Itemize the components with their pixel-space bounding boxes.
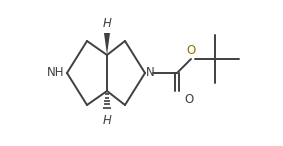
Text: O: O — [184, 93, 193, 106]
Text: H: H — [102, 114, 112, 127]
Text: O: O — [186, 44, 196, 57]
Text: N: N — [146, 66, 155, 80]
Polygon shape — [104, 33, 110, 55]
Text: NH: NH — [46, 66, 64, 80]
Text: H: H — [102, 17, 112, 30]
